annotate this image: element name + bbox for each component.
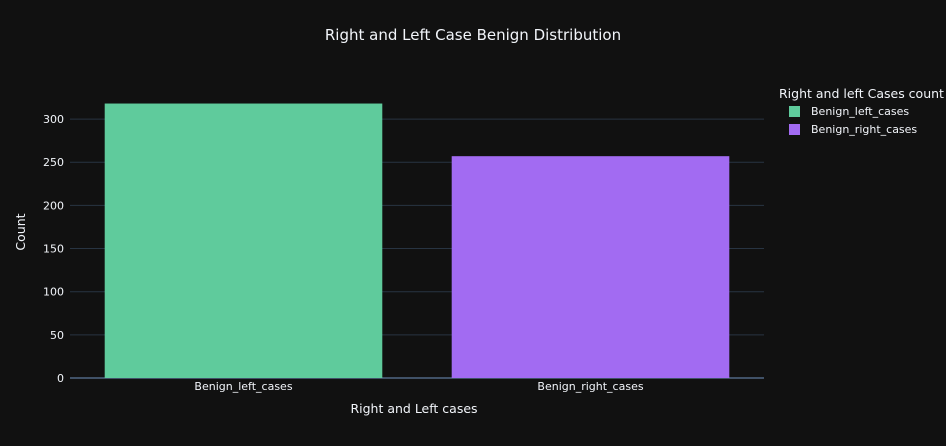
x-tick-label: Benign_left_cases [194, 380, 292, 393]
y-tick-label: 300 [43, 113, 64, 126]
legend-label-benign-left-cases[interactable]: Benign_left_cases [811, 105, 909, 118]
y-tick-label: 100 [43, 286, 64, 299]
y-tick-label: 150 [43, 243, 64, 256]
bars [104, 103, 730, 379]
bar-benign-right-cases[interactable] [451, 156, 730, 378]
x-tick-label: Benign_right_cases [537, 380, 643, 393]
y-tick-label: 50 [50, 329, 64, 342]
legend-items: Benign_left_cases Benign_right_cases [789, 105, 917, 136]
y-tick-label: 250 [43, 156, 64, 169]
legend-swatch [789, 106, 800, 117]
y-tick-labels: 0 50 100 150 200 250 300 [43, 113, 64, 385]
legend: Right and left Cases count Benign_left_c… [779, 86, 944, 136]
y-tick-label: 200 [43, 199, 64, 212]
y-axis-title: Count [13, 213, 28, 250]
legend-swatch [789, 124, 800, 135]
chart-title: Right and Left Case Benign Distribution [325, 26, 621, 44]
x-axis-title: Right and Left cases [350, 401, 477, 416]
bar-benign-left-cases[interactable] [104, 103, 383, 379]
x-tick-labels: Benign_left_cases Benign_right_cases [194, 380, 643, 393]
legend-title: Right and left Cases count [779, 86, 944, 101]
y-tick-label: 0 [57, 372, 64, 385]
legend-label-benign-right-cases[interactable]: Benign_right_cases [811, 123, 917, 136]
